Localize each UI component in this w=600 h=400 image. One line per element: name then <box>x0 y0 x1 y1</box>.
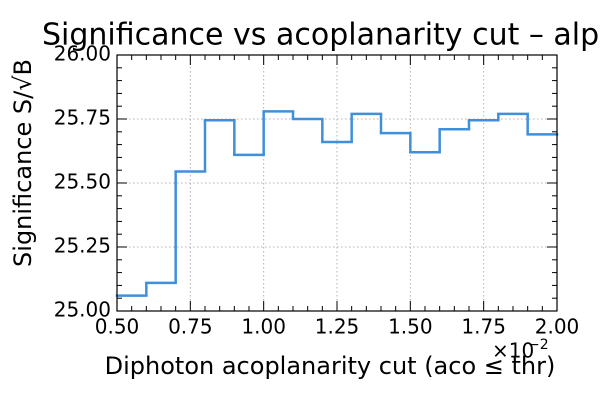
x-tick-label: 1.25 <box>315 315 360 339</box>
chart-title: Significance vs acoplanarity cut – alp1 <box>42 18 600 53</box>
x-tick-label: 2.00 <box>535 315 580 339</box>
y-axis-label: Significance S/√B <box>9 59 37 267</box>
y-tick-label: 25.75 <box>54 106 111 130</box>
x-tick-label: 1.50 <box>388 315 433 339</box>
y-tick-label: 25.00 <box>54 298 111 322</box>
y-tick-label: 25.50 <box>54 170 111 194</box>
y-tick-label: 25.25 <box>54 234 111 258</box>
x-tick-label: 0.75 <box>168 315 213 339</box>
x-tick-label: 1.00 <box>241 315 286 339</box>
x-tick-label: 0.50 <box>95 315 140 339</box>
x-tick-label: 1.75 <box>461 315 506 339</box>
x-axis-label: Diphoton acoplanarity cut (aco ≤ thr) <box>105 352 556 380</box>
x-offset-exponent: −2 <box>528 337 549 353</box>
plot-frame <box>116 54 558 312</box>
x-offset-base: ×10 <box>492 339 534 363</box>
y-tick-label: 26.00 <box>54 42 111 66</box>
